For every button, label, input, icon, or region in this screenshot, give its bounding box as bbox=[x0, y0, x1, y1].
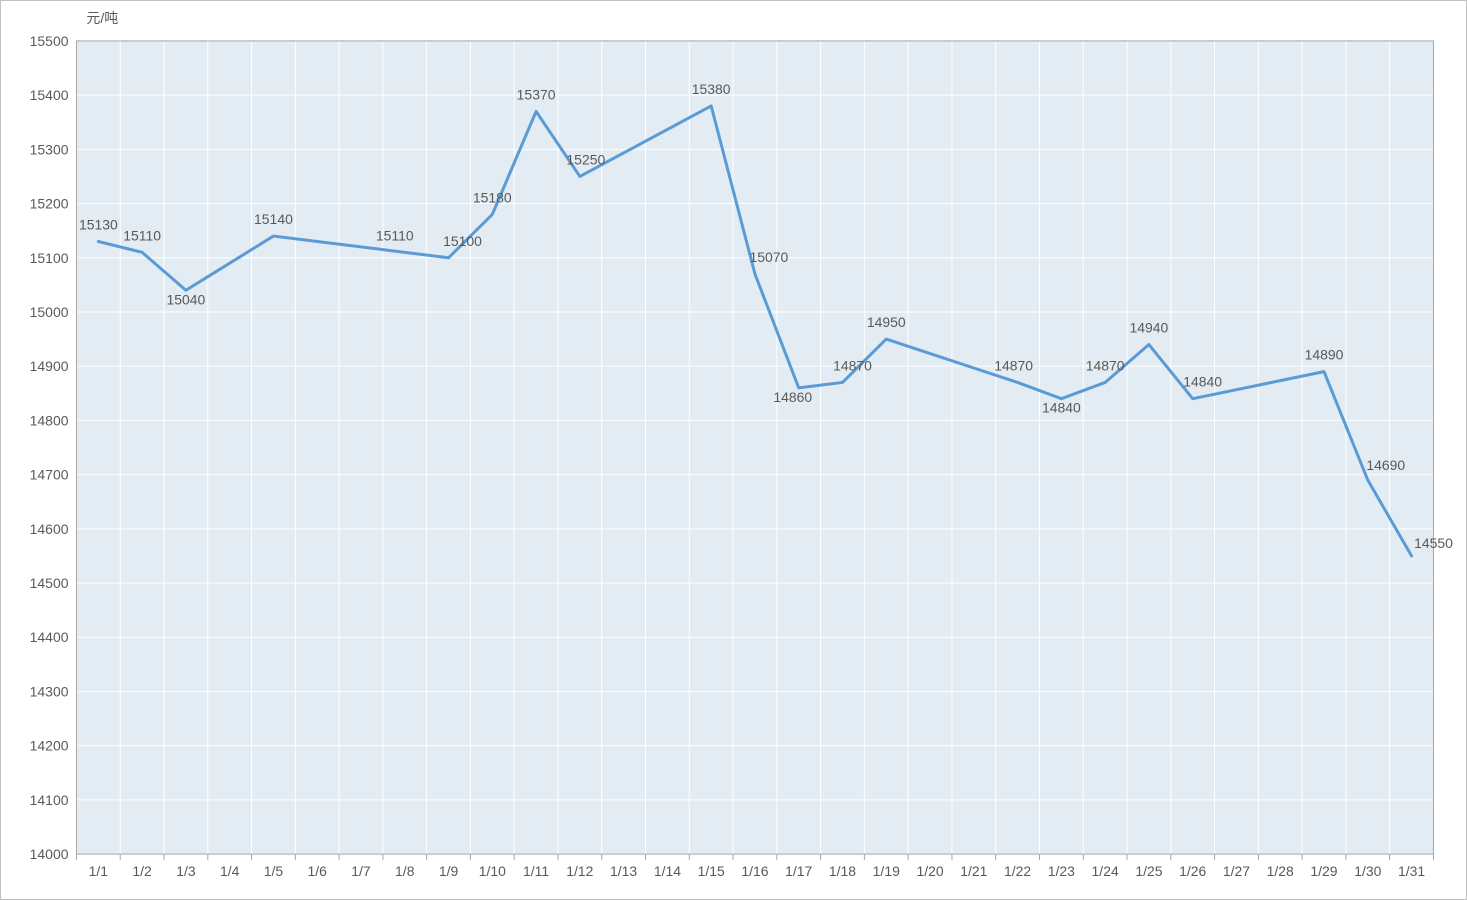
y-tick-label: 14800 bbox=[30, 412, 69, 428]
x-tick-label: 1/17 bbox=[785, 863, 812, 879]
x-tick-label: 1/15 bbox=[698, 863, 725, 879]
data-label: 15110 bbox=[123, 227, 161, 243]
data-label: 14870 bbox=[833, 357, 872, 373]
data-label: 15380 bbox=[692, 81, 731, 97]
data-label: 14840 bbox=[1183, 374, 1222, 390]
y-tick-label: 14100 bbox=[30, 792, 69, 808]
data-label: 15250 bbox=[566, 151, 605, 167]
x-tick-label: 1/9 bbox=[439, 863, 459, 879]
x-tick-label: 1/18 bbox=[829, 863, 856, 879]
x-tick-label: 1/16 bbox=[741, 863, 768, 879]
y-tick-label: 14200 bbox=[30, 738, 69, 754]
x-tick-label: 1/31 bbox=[1398, 863, 1425, 879]
data-label: 15070 bbox=[750, 249, 789, 265]
x-tick-label: 1/28 bbox=[1267, 863, 1294, 879]
data-label: 14870 bbox=[994, 357, 1033, 373]
line-chart: 14000 14100 14200 14300 14400 14500 14600 14700… bbox=[0, 0, 1467, 900]
y-tick-label: 14700 bbox=[30, 467, 69, 483]
x-tick-label: 1/2 bbox=[132, 863, 152, 879]
y-tick-label: 15200 bbox=[30, 196, 69, 212]
y-tick-label: 14400 bbox=[30, 629, 69, 645]
y-tick-label: 14900 bbox=[30, 358, 69, 374]
x-tick-label: 1/22 bbox=[1004, 863, 1031, 879]
x-tick-label: 1/20 bbox=[916, 863, 943, 879]
x-tick-label: 1/14 bbox=[654, 863, 681, 879]
x-tick-label: 1/13 bbox=[610, 863, 637, 879]
y-tick-label: 14000 bbox=[30, 846, 69, 862]
x-tick-label: 1/8 bbox=[395, 863, 415, 879]
data-label: 15130 bbox=[79, 217, 118, 233]
data-label: 15110 bbox=[376, 227, 414, 243]
x-tick-label: 1/19 bbox=[873, 863, 900, 879]
x-tick-label: 1/1 bbox=[89, 863, 109, 879]
x-tick-label: 1/23 bbox=[1048, 863, 1075, 879]
x-tick-label: 1/12 bbox=[566, 863, 593, 879]
y-tick-label: 14300 bbox=[30, 683, 69, 699]
x-tick-label: 1/11 bbox=[523, 863, 549, 879]
x-tick-label: 1/5 bbox=[264, 863, 284, 879]
data-label: 14940 bbox=[1130, 320, 1169, 336]
y-tick-label: 14500 bbox=[30, 575, 69, 591]
data-label: 14840 bbox=[1042, 400, 1081, 416]
x-tick-label: 1/29 bbox=[1310, 863, 1337, 879]
data-label: 15180 bbox=[473, 189, 512, 205]
x-tick-label: 1/6 bbox=[308, 863, 328, 879]
data-label: 14870 bbox=[1086, 357, 1125, 373]
x-tick-label: 1/30 bbox=[1354, 863, 1381, 879]
y-tick-label: 14600 bbox=[30, 521, 69, 537]
x-tick-label: 1/10 bbox=[479, 863, 506, 879]
y-tick-label: 15300 bbox=[30, 141, 69, 157]
data-label: 15370 bbox=[517, 86, 556, 102]
y-tick-label: 15500 bbox=[30, 33, 69, 49]
data-label: 15140 bbox=[254, 211, 293, 227]
data-label: 15040 bbox=[166, 291, 205, 307]
data-label: 14550 bbox=[1414, 535, 1453, 551]
x-tick-label: 1/4 bbox=[220, 863, 240, 879]
data-label: 14860 bbox=[773, 389, 812, 405]
x-tick-label: 1/21 bbox=[960, 863, 987, 879]
x-tick-label: 1/7 bbox=[351, 863, 371, 879]
chart-svg: 14000 14100 14200 14300 14400 14500 14600 14700… bbox=[1, 1, 1466, 899]
data-label: 14950 bbox=[867, 314, 906, 330]
y-axis-label: 元/吨 bbox=[86, 10, 118, 26]
data-label: 15100 bbox=[443, 233, 482, 249]
y-tick-label: 15100 bbox=[30, 250, 69, 266]
x-tick-label: 1/3 bbox=[176, 863, 196, 879]
data-label: 14890 bbox=[1305, 347, 1344, 363]
y-tick-label: 15400 bbox=[30, 87, 69, 103]
data-label: 14690 bbox=[1366, 457, 1405, 473]
x-tick-label: 1/25 bbox=[1135, 863, 1162, 879]
y-tick-label: 15000 bbox=[30, 304, 69, 320]
x-tick-label: 1/27 bbox=[1223, 863, 1250, 879]
x-tick-label: 1/24 bbox=[1092, 863, 1119, 879]
x-tick-label: 1/26 bbox=[1179, 863, 1206, 879]
